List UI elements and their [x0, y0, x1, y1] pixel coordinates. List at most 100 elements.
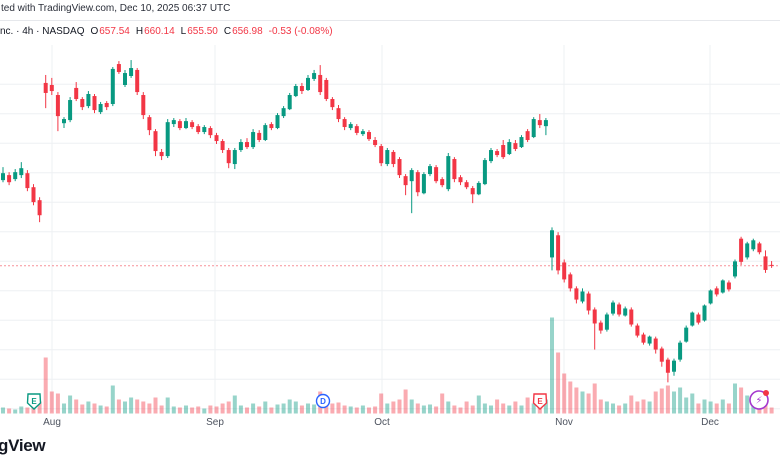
volume-bar — [482, 403, 487, 414]
candle-down — [74, 87, 79, 100]
candle-down — [415, 172, 420, 193]
volume-bar — [226, 401, 231, 414]
candle-down — [653, 338, 658, 350]
candle-down — [495, 151, 500, 156]
candle-up — [110, 68, 115, 105]
volume-bar — [287, 399, 292, 414]
candle-up — [751, 240, 756, 250]
candle-down — [525, 131, 530, 141]
volume-bar — [556, 352, 561, 414]
volume-bar — [409, 399, 414, 414]
tradingview-logo[interactable]: gView — [0, 436, 46, 455]
volume-bar — [519, 405, 524, 414]
x-axis-label-nov[interactable]: Nov — [555, 417, 573, 428]
candle-up — [202, 127, 207, 133]
volume-bar — [678, 387, 683, 414]
volume-bar — [80, 404, 85, 414]
earnings-marker[interactable]: E — [532, 393, 548, 410]
candle-down — [25, 173, 30, 189]
volume-bar — [312, 404, 317, 414]
candle-down — [196, 126, 201, 133]
candle-down — [769, 264, 774, 266]
candle-down — [141, 95, 146, 116]
candle-up — [171, 120, 176, 125]
candle-up — [684, 327, 689, 342]
candle-down — [299, 86, 304, 92]
volume-bar — [214, 406, 219, 414]
candle-down — [739, 238, 744, 262]
refresh-icon-circle — [749, 390, 769, 410]
earnings-marker[interactable]: E — [26, 393, 42, 410]
candle-down — [37, 200, 42, 216]
candle-up — [312, 73, 317, 79]
volume-bar — [501, 403, 506, 414]
ohlc-close: C 656.98 — [223, 26, 263, 37]
earnings-badge-letter: E — [537, 397, 543, 406]
x-axis-label-dec[interactable]: Dec — [701, 417, 719, 428]
ohlc-low: L 655.50 — [180, 26, 218, 37]
refresh-flash-icon[interactable]: ⚡ — [749, 390, 769, 410]
candle-down — [245, 142, 249, 148]
candle-up — [720, 280, 725, 293]
dividend-badge-shape — [315, 393, 331, 409]
earnings-badge-shape — [26, 393, 42, 410]
volume-bar — [37, 401, 42, 414]
candle-down — [440, 179, 445, 186]
candle-up — [623, 308, 628, 316]
volume-bar — [25, 407, 30, 414]
volume-bar — [110, 385, 115, 414]
volume-bar — [171, 406, 176, 414]
volume-bar — [245, 407, 249, 414]
volume-bar — [86, 401, 91, 414]
volume-bar — [330, 403, 335, 414]
volume-bar — [598, 399, 603, 414]
x-axis-label-oct[interactable]: Oct — [374, 417, 390, 428]
x-axis-label-aug[interactable]: Aug — [43, 417, 61, 428]
candle-up — [360, 131, 365, 135]
volume-bar — [220, 403, 225, 414]
volume-bar — [1, 407, 5, 414]
volume-bar — [13, 409, 18, 414]
candle-up — [123, 73, 127, 85]
x-axis-label-sep[interactable]: Sep — [206, 417, 224, 428]
candle-down — [159, 151, 164, 157]
candle-down — [617, 304, 622, 315]
candle-up — [507, 142, 512, 155]
candle-down — [397, 159, 402, 176]
candle-down — [43, 82, 48, 93]
volume-bar — [415, 403, 420, 414]
volume-bar — [251, 403, 256, 414]
volume-bar — [458, 407, 463, 414]
volume-bar — [141, 401, 146, 414]
candle-up — [611, 302, 615, 314]
volume-bar — [568, 381, 573, 414]
candle-down — [568, 274, 573, 289]
candle-down — [7, 175, 12, 183]
volume-bar — [306, 403, 310, 414]
candle-down — [592, 309, 597, 324]
volume-bar — [476, 395, 481, 414]
volume-bar — [153, 397, 158, 414]
dividend-marker[interactable]: D — [315, 393, 331, 409]
volume-bar — [470, 405, 475, 414]
candle-down — [226, 150, 231, 164]
volume-bar — [543, 399, 548, 414]
volume-bar — [43, 357, 48, 414]
alert-dot — [763, 390, 769, 396]
candle-up — [62, 119, 66, 124]
candle-down — [696, 314, 701, 323]
candle-down — [586, 293, 591, 311]
volume-bar — [428, 404, 432, 414]
volume-bar — [525, 397, 530, 414]
earnings-badge-shape — [532, 393, 548, 410]
volume-bar — [275, 404, 280, 414]
candle-up — [476, 182, 481, 195]
candle-down — [257, 132, 262, 141]
volume-bar — [385, 403, 390, 414]
candle-down — [726, 282, 731, 290]
candle-up — [129, 68, 134, 76]
candle-up — [385, 150, 390, 165]
candle-down — [190, 122, 195, 128]
volume-bar — [68, 395, 73, 414]
